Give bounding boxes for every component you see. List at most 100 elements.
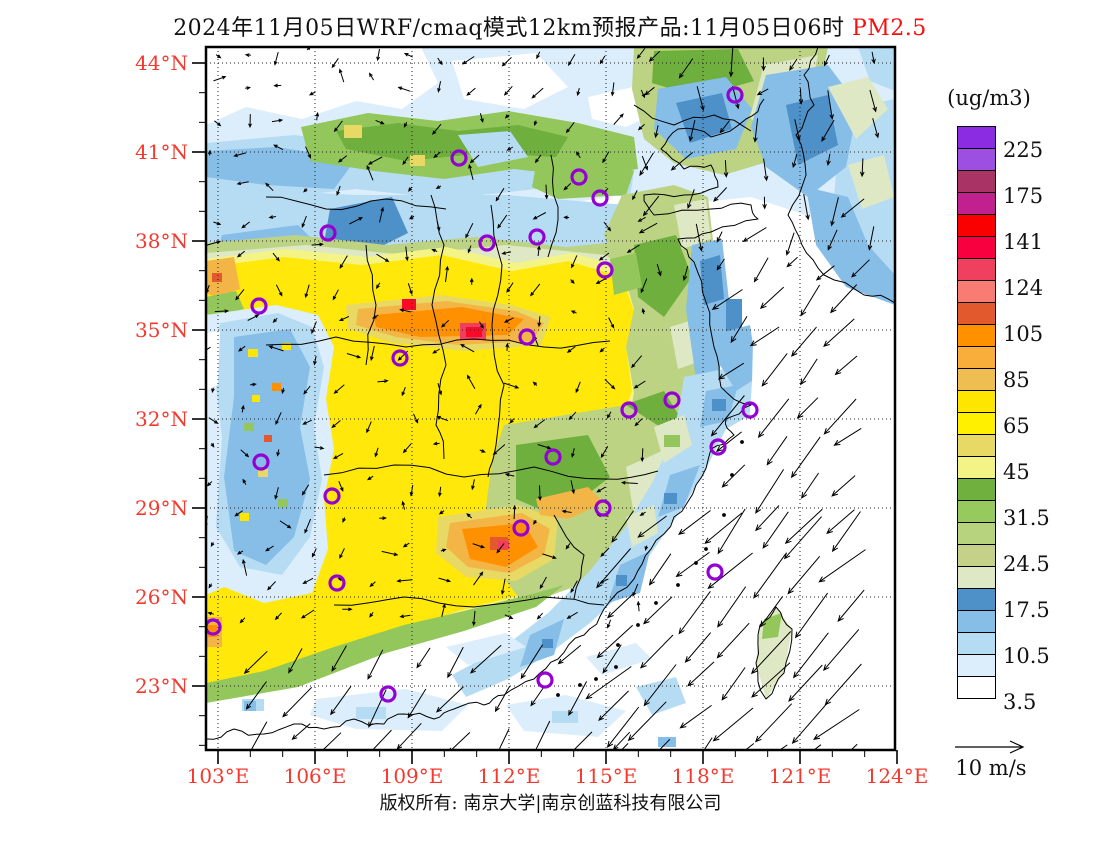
pm25-field-region (206, 331, 220, 391)
colorbar-tick-label: 65 (1003, 414, 1030, 438)
colorbar-tick-label: 24.5 (1003, 552, 1050, 576)
map-border (204, 45, 897, 752)
colorbar-cell (957, 258, 996, 281)
city-marker (319, 224, 337, 242)
pm25-field-region (532, 157, 634, 199)
pm25-field-region (726, 299, 742, 333)
colorbar-cell (957, 500, 996, 523)
city-marker (328, 574, 346, 592)
pm25-field-region (616, 575, 627, 586)
island-speck (636, 623, 640, 627)
colorbar-cell (957, 610, 996, 633)
colorbar-cell (957, 214, 996, 237)
colorbar-cell (957, 654, 996, 677)
coastline-and-borders (206, 47, 895, 740)
pm25-field-region (452, 53, 568, 109)
pm25-field-region (466, 327, 482, 337)
colorbar-cell (957, 676, 996, 699)
colorbar-cell (957, 434, 996, 457)
axis-ticks (192, 62, 898, 764)
colorbar-tick-label: 225 (1003, 138, 1044, 162)
city-marker (528, 228, 546, 246)
pm25-field-region (542, 639, 553, 648)
pm25-field-region (720, 325, 758, 391)
colorbar-tick-label: 31.5 (1003, 506, 1050, 530)
lon-tick-label: 103°E (186, 764, 250, 788)
pm25-field-region (858, 47, 895, 91)
colorbar-cell (957, 566, 996, 589)
lat-tick-label: 32°N (135, 407, 188, 431)
lon-tick-label: 124°E (865, 764, 929, 788)
pm25-field-region (212, 273, 222, 282)
island-speck (654, 601, 658, 605)
lat-tick-label: 35°N (135, 318, 188, 342)
island-speck (578, 683, 582, 687)
lon-tick-label: 115°E (574, 764, 638, 788)
island-speck (722, 513, 726, 517)
pm25-field-region (848, 155, 894, 209)
lat-tick-label: 44°N (135, 51, 188, 75)
pm25-field-region (664, 493, 677, 504)
colorbar-tick-label: 3.5 (1003, 690, 1037, 714)
pm25-field-region (446, 633, 526, 665)
city-marker (250, 297, 268, 315)
island-speck (556, 693, 560, 697)
colorbar-tick-label: 45 (1003, 460, 1030, 484)
colorbar-cell (957, 544, 996, 567)
pm25-field-region (206, 47, 438, 125)
city-marker (709, 438, 727, 456)
pm25-field-region (264, 435, 272, 442)
pm25-field-region (828, 77, 888, 139)
island-speck (614, 665, 618, 669)
city-markers (206, 86, 759, 703)
city-marker (536, 671, 554, 689)
lon-tick-label: 109°E (380, 764, 444, 788)
island-speck (740, 440, 744, 444)
pm25-field-region (610, 253, 642, 295)
pm25-field-region (636, 677, 686, 715)
pm25-field-region (402, 299, 416, 310)
colorbar-tick-label: 10.5 (1003, 644, 1050, 668)
colorbar-cell (957, 324, 996, 347)
pm25-field-region (552, 711, 578, 723)
pm25-field-region (278, 499, 288, 507)
colorbar-cell (957, 412, 996, 435)
colorbar-cell (957, 632, 996, 655)
pm25-field-region (634, 235, 692, 317)
island-speck (676, 583, 680, 587)
pm25-field-region (700, 255, 724, 305)
wind-scale-label: 10 m/s (955, 756, 1027, 780)
city-marker (478, 234, 496, 252)
pm25-field-region (244, 701, 256, 711)
city-marker (596, 261, 614, 279)
colorbar-cell (957, 280, 996, 303)
pm25-field-region (626, 505, 658, 547)
pm25-field-region (724, 515, 850, 709)
colorbar-tick-label: 124 (1003, 276, 1044, 300)
city-marker (252, 453, 270, 471)
lat-tick-label: 23°N (135, 674, 188, 698)
pm25-field-region (272, 383, 281, 391)
pm25-field-region (608, 551, 650, 603)
pm25-field-region (586, 643, 652, 675)
colorbar (957, 126, 996, 699)
pm25-field-region (712, 399, 726, 411)
colorbar-cell (957, 390, 996, 413)
colorbar-cell (957, 456, 996, 479)
title-text: 2024年11月05日WRF/cmaq模式12km预报产品:11月05日06时 (173, 16, 845, 41)
wind-arrows (206, 47, 880, 750)
pm25-field-region (410, 155, 425, 166)
colorbar-cell (957, 368, 996, 391)
colorbar-cell (957, 148, 996, 171)
city-marker (544, 448, 562, 466)
city-marker (379, 685, 397, 703)
lat-tick-label: 38°N (135, 229, 188, 253)
colorbar-tick-label: 175 (1003, 184, 1044, 208)
city-marker (206, 618, 222, 636)
pm25-field-region (664, 435, 680, 447)
city-marker (391, 349, 409, 367)
island-speck (730, 473, 734, 477)
city-marker (570, 168, 588, 186)
